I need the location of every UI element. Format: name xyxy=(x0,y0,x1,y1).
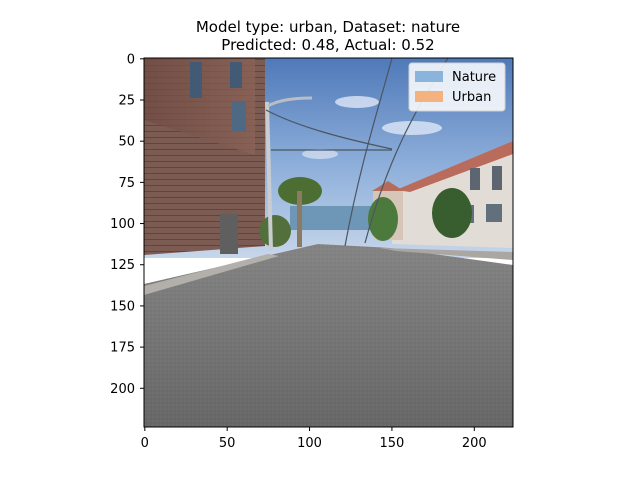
legend: Nature Urban xyxy=(408,62,506,112)
legend-swatch xyxy=(415,91,443,102)
y-tick-label: 0 xyxy=(127,52,135,67)
x-tick-label: 100 xyxy=(297,436,322,451)
y-tick-label: 150 xyxy=(110,299,135,314)
right-window xyxy=(492,166,502,190)
x-tick-label: 50 xyxy=(219,436,236,451)
right-window xyxy=(470,168,480,190)
left-window xyxy=(230,62,242,88)
x-tick-label: 200 xyxy=(462,436,487,451)
image-border xyxy=(143,57,514,428)
x-axis: 0 50 100 150 200 xyxy=(141,427,487,451)
y-axis: 0 25 50 75 100 125 150 175 200 xyxy=(110,52,144,397)
title-line-1: Model type: urban, Dataset: nature xyxy=(196,18,460,36)
legend-label: Nature xyxy=(452,70,496,85)
x-tick-label: 150 xyxy=(380,436,405,451)
street-pole xyxy=(265,101,273,251)
left-window xyxy=(190,62,202,98)
chart-title: Model type: urban, Dataset: naturePredic… xyxy=(196,18,460,54)
palm-tree-trunk xyxy=(297,191,302,247)
road-texture xyxy=(144,244,513,427)
y-tick-label: 175 xyxy=(110,341,135,356)
legend-swatch xyxy=(415,71,443,82)
shrub-shape xyxy=(259,215,291,247)
tree-shape xyxy=(432,188,472,238)
x-tick-label: 0 xyxy=(141,436,149,451)
cloud-shape xyxy=(382,121,442,135)
y-tick-label: 75 xyxy=(118,176,135,191)
legend-label: Urban xyxy=(452,90,491,105)
y-tick-label: 125 xyxy=(110,258,135,273)
right-window xyxy=(486,204,502,222)
ocean-band xyxy=(290,206,375,230)
overhead-wire xyxy=(265,109,393,150)
y-tick-label: 50 xyxy=(118,135,135,150)
left-building-top xyxy=(144,58,255,155)
left-door xyxy=(220,214,238,254)
y-tick-label: 200 xyxy=(110,382,135,397)
right-roof xyxy=(396,141,513,192)
cloud-shape xyxy=(302,149,338,159)
overhead-wire xyxy=(344,58,393,247)
right-sidewalk xyxy=(380,248,513,260)
y-tick-label: 100 xyxy=(110,217,135,232)
cloud-shape xyxy=(335,96,379,108)
left-sidewalk xyxy=(144,254,279,295)
image-content xyxy=(144,58,513,427)
street-light-arm xyxy=(267,96,313,108)
distant-house-roof xyxy=(372,181,404,191)
y-tick-label: 25 xyxy=(118,94,135,109)
left-window xyxy=(232,102,246,132)
title-line-2: Predicted: 0.48, Actual: 0.52 xyxy=(221,36,434,54)
